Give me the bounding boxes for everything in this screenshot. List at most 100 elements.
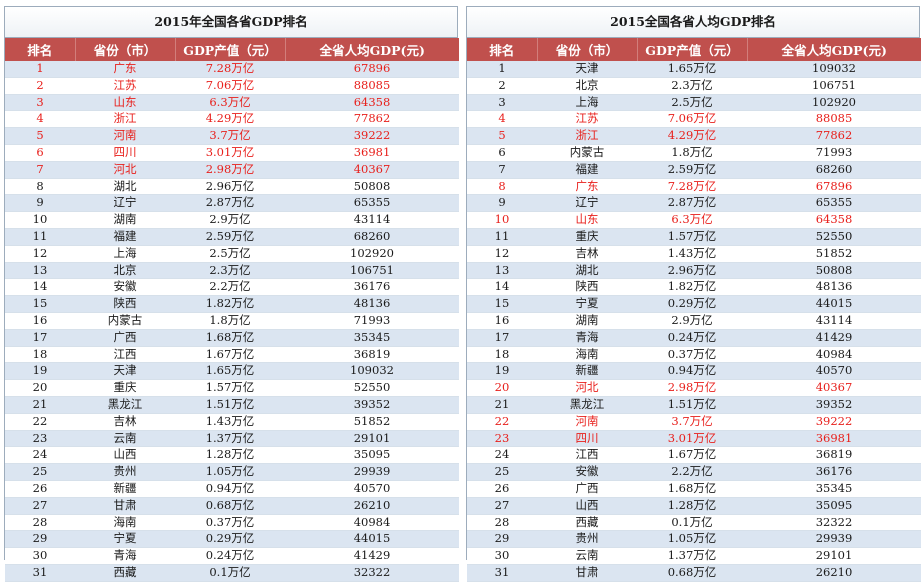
cell-province: 黑龙江	[75, 396, 175, 414]
cell-rank: 23	[467, 430, 537, 448]
cell-rank: 14	[5, 278, 75, 297]
table-row: 11 重庆 1.57万亿 52550	[467, 228, 921, 246]
cell-gdp: 1.8万亿	[175, 312, 285, 330]
cell-gdp: 2.87万亿	[637, 194, 747, 213]
cell-per-capita: 35345	[285, 329, 459, 347]
table-row: 28 西藏 0.1万亿 32322	[467, 514, 921, 532]
cell-per-capita: 39352	[285, 396, 459, 414]
cell-per-capita: 71993	[747, 144, 921, 162]
cell-province: 内蒙古	[537, 144, 637, 162]
table-row: 22 吉林 1.43万亿 51852	[5, 413, 459, 431]
cell-gdp: 1.65万亿	[175, 362, 285, 381]
cell-per-capita: 40570	[747, 362, 921, 381]
cell-gdp: 2.2万亿	[175, 278, 285, 297]
cell-province: 青海	[537, 329, 637, 347]
cell-rank: 27	[467, 497, 537, 515]
cell-province: 辽宁	[537, 194, 637, 213]
cell-province: 天津	[537, 61, 637, 78]
cell-gdp: 0.24万亿	[637, 329, 747, 347]
cell-rank: 19	[5, 362, 75, 381]
cell-per-capita: 40367	[747, 379, 921, 397]
cell-rank: 16	[5, 312, 75, 330]
cell-province: 西藏	[537, 514, 637, 532]
cell-per-capita: 32322	[747, 514, 921, 532]
cell-gdp: 1.82万亿	[175, 295, 285, 313]
table-row: 17 广西 1.68万亿 35345	[5, 329, 459, 347]
cell-province: 贵州	[75, 463, 175, 481]
cell-province: 吉林	[537, 245, 637, 263]
table-row: 24 山西 1.28万亿 35095	[5, 446, 459, 465]
table-row: 6 四川 3.01万亿 36981	[5, 144, 459, 162]
cell-province: 浙江	[75, 110, 175, 129]
cell-rank: 18	[5, 346, 75, 364]
cell-rank: 8	[467, 178, 537, 196]
cell-per-capita: 51852	[285, 413, 459, 431]
cell-per-capita: 77862	[747, 127, 921, 145]
cell-per-capita: 40984	[285, 514, 459, 532]
cell-gdp: 2.96万亿	[637, 262, 747, 280]
cell-rank: 26	[5, 480, 75, 498]
cell-gdp: 1.05万亿	[175, 463, 285, 481]
cell-per-capita: 39352	[747, 396, 921, 414]
cell-rank: 13	[467, 262, 537, 280]
cell-per-capita: 88085	[747, 110, 921, 129]
table-row: 3 上海 2.5万亿 102920	[467, 94, 921, 112]
cell-province: 山西	[75, 446, 175, 465]
cell-rank: 15	[5, 295, 75, 313]
cell-province: 浙江	[537, 127, 637, 145]
cell-per-capita: 65355	[747, 194, 921, 213]
cell-gdp: 2.2万亿	[637, 463, 747, 481]
cell-gdp: 2.3万亿	[637, 77, 747, 95]
table-row: 24 江西 1.67万亿 36819	[467, 446, 921, 465]
header-rank: 排名	[5, 38, 76, 61]
header-province: 省份（市）	[537, 38, 638, 61]
cell-per-capita: 29101	[285, 430, 459, 448]
table-header-row: 排名 省份（市） GDP产值（元） 全省人均GDP(元)	[5, 38, 459, 61]
cell-province: 四川	[537, 430, 637, 448]
table-row: 16 湖南 2.9万亿 43114	[467, 312, 921, 330]
cell-gdp: 2.5万亿	[175, 245, 285, 263]
cell-gdp: 1.67万亿	[175, 346, 285, 364]
cell-gdp: 1.67万亿	[637, 446, 747, 465]
table-row: 19 天津 1.65万亿 109032	[5, 362, 459, 381]
cell-per-capita: 26210	[747, 564, 921, 582]
cell-gdp: 1.65万亿	[637, 61, 747, 78]
cell-gdp: 2.98万亿	[175, 161, 285, 179]
cell-rank: 1	[467, 61, 537, 78]
header-gdp: GDP产值（元）	[637, 38, 748, 61]
cell-gdp: 3.7万亿	[175, 127, 285, 145]
cell-rank: 7	[5, 161, 75, 179]
cell-gdp: 0.94万亿	[637, 362, 747, 381]
cell-gdp: 0.1万亿	[637, 514, 747, 532]
cell-gdp: 2.96万亿	[175, 178, 285, 196]
cell-province: 吉林	[75, 413, 175, 431]
table-row: 7 河北 2.98万亿 40367	[5, 161, 459, 179]
table-row: 5 河南 3.7万亿 39222	[5, 127, 459, 145]
cell-rank: 25	[467, 463, 537, 481]
table-row: 26 新疆 0.94万亿 40570	[5, 480, 459, 498]
cell-gdp: 1.51万亿	[637, 396, 747, 414]
cell-per-capita: 68260	[747, 161, 921, 179]
cell-province: 湖北	[75, 178, 175, 196]
cell-rank: 29	[5, 530, 75, 549]
cell-gdp: 0.37万亿	[637, 346, 747, 364]
table-row: 9 辽宁 2.87万亿 65355	[5, 194, 459, 213]
cell-rank: 17	[5, 329, 75, 347]
cell-province: 辽宁	[75, 194, 175, 213]
cell-per-capita: 48136	[285, 295, 459, 313]
cell-per-capita: 77862	[285, 110, 459, 129]
cell-province: 宁夏	[75, 530, 175, 549]
cell-province: 海南	[537, 346, 637, 364]
cell-rank: 10	[467, 211, 537, 229]
table-row: 2 北京 2.3万亿 106751	[467, 77, 921, 95]
cell-rank: 25	[5, 463, 75, 481]
cell-gdp: 0.37万亿	[175, 514, 285, 532]
cell-gdp: 2.9万亿	[637, 312, 747, 330]
cell-per-capita: 36819	[747, 446, 921, 465]
cell-gdp: 7.28万亿	[175, 61, 285, 78]
cell-province: 山东	[537, 211, 637, 229]
table-row: 30 云南 1.37万亿 29101	[467, 547, 921, 565]
table-row: 31 甘肃 0.68万亿 26210	[467, 564, 921, 582]
cell-gdp: 2.98万亿	[637, 379, 747, 397]
table-row: 10 山东 6.3万亿 64358	[467, 211, 921, 229]
